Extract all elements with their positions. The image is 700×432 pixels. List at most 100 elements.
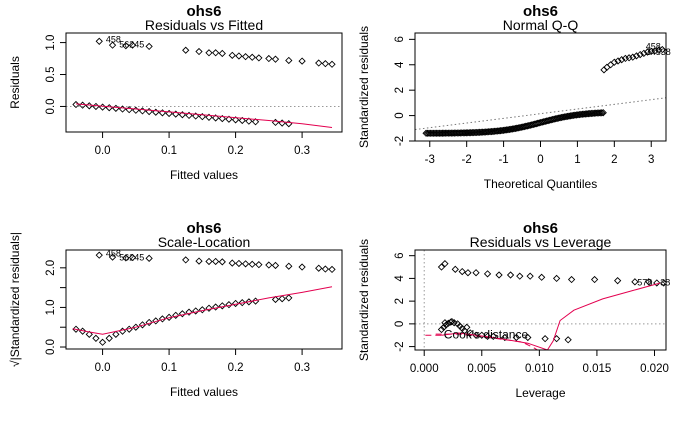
x-tick-label: 0 bbox=[537, 154, 543, 166]
smoother-line bbox=[72, 286, 333, 335]
x-tick-label: 1 bbox=[574, 154, 580, 166]
data-point bbox=[178, 310, 187, 318]
data-point bbox=[248, 53, 256, 61]
plot-title: ohs6 bbox=[523, 220, 558, 237]
data-point bbox=[218, 114, 226, 123]
data-point bbox=[472, 331, 480, 339]
data-point bbox=[95, 251, 103, 259]
y-axis-label: Residuals bbox=[8, 56, 22, 109]
data-point bbox=[192, 307, 200, 315]
data-point bbox=[625, 54, 633, 62]
x-tick-label: 0.3 bbox=[294, 145, 310, 157]
data-point bbox=[85, 330, 93, 338]
data-point bbox=[72, 100, 80, 109]
data-point bbox=[198, 113, 206, 121]
plot-title: ohs6 bbox=[523, 3, 558, 20]
data-point bbox=[442, 321, 450, 329]
data-point bbox=[198, 306, 206, 314]
x-tick-label: 0.005 bbox=[467, 363, 496, 375]
point-label: 56245 bbox=[119, 40, 144, 50]
data-point bbox=[495, 271, 503, 279]
x-tick-label: 0.000 bbox=[410, 363, 439, 375]
data-point bbox=[328, 60, 336, 68]
data-point bbox=[225, 301, 233, 309]
data-point bbox=[248, 260, 256, 268]
data-point bbox=[235, 259, 243, 268]
data-point bbox=[564, 336, 572, 344]
data-point bbox=[298, 57, 306, 65]
data-point bbox=[437, 325, 446, 334]
x-tick-label: 0.3 bbox=[294, 362, 310, 374]
data-point bbox=[483, 270, 492, 278]
y-tick-label: 0.0 bbox=[45, 339, 57, 355]
x-tick-label: 2 bbox=[611, 154, 617, 166]
smoother-line bbox=[75, 103, 333, 128]
x-tick-label: 3 bbox=[648, 154, 654, 166]
data-point bbox=[95, 37, 103, 45]
data-point bbox=[212, 49, 220, 57]
data-point bbox=[241, 52, 250, 61]
data-point bbox=[205, 113, 213, 121]
y-tick-label: 1.0 bbox=[45, 35, 57, 51]
data-point bbox=[483, 332, 492, 341]
data-point bbox=[285, 262, 293, 270]
data-point bbox=[524, 333, 532, 342]
data-point bbox=[278, 295, 286, 303]
x-tick-label: 0.2 bbox=[228, 145, 244, 157]
data-point bbox=[285, 294, 293, 302]
data-point bbox=[298, 263, 306, 271]
y-axis-label: Standardized residuals bbox=[357, 26, 371, 148]
data-point bbox=[145, 254, 153, 262]
data-point bbox=[145, 318, 153, 327]
data-point bbox=[651, 47, 659, 55]
data-point bbox=[526, 272, 534, 280]
data-point bbox=[265, 54, 273, 63]
data-point bbox=[241, 260, 250, 268]
data-point bbox=[271, 261, 280, 270]
data-point bbox=[185, 308, 193, 316]
data-point bbox=[218, 258, 226, 266]
data-point bbox=[643, 48, 652, 56]
plot-frame bbox=[414, 249, 667, 351]
data-point bbox=[567, 275, 576, 284]
point-label: 458 bbox=[106, 248, 121, 258]
plot-area bbox=[415, 45, 666, 137]
y-tick-label: -2 bbox=[394, 341, 406, 351]
y-tick-label: 2 bbox=[394, 298, 406, 304]
y-tick-label: 2 bbox=[394, 87, 406, 93]
data-point bbox=[512, 333, 520, 342]
data-point bbox=[315, 264, 323, 272]
y-tick-label: 6 bbox=[394, 36, 406, 42]
data-point bbox=[516, 272, 524, 280]
y-tick-label: 2.0 bbox=[45, 260, 57, 276]
data-point bbox=[145, 42, 153, 51]
x-tick-label: -2 bbox=[462, 154, 472, 166]
data-point bbox=[328, 265, 336, 274]
plot-subtitle: Residuals vs Fitted bbox=[145, 17, 263, 33]
data-point bbox=[128, 253, 137, 262]
x-tick-label: 0.015 bbox=[583, 363, 612, 375]
y-tick-label: 1.0 bbox=[45, 299, 57, 315]
data-point bbox=[285, 56, 293, 65]
data-point bbox=[112, 330, 120, 338]
plot-frame bbox=[65, 32, 343, 133]
data-point bbox=[98, 338, 107, 346]
x-axis-label: Fitted values bbox=[170, 168, 238, 182]
data-point bbox=[122, 42, 130, 50]
data-point bbox=[128, 41, 137, 49]
data-point bbox=[108, 253, 117, 261]
data-point bbox=[205, 304, 213, 312]
data-point bbox=[185, 111, 193, 120]
data-point bbox=[437, 263, 446, 271]
data-point bbox=[218, 302, 226, 310]
data-point bbox=[138, 321, 147, 329]
data-point bbox=[441, 259, 449, 268]
data-point bbox=[165, 313, 173, 321]
data-point bbox=[645, 278, 653, 286]
y-axis-label: Standardized residuals bbox=[357, 239, 371, 361]
data-point bbox=[501, 333, 509, 342]
data-point bbox=[451, 265, 459, 273]
